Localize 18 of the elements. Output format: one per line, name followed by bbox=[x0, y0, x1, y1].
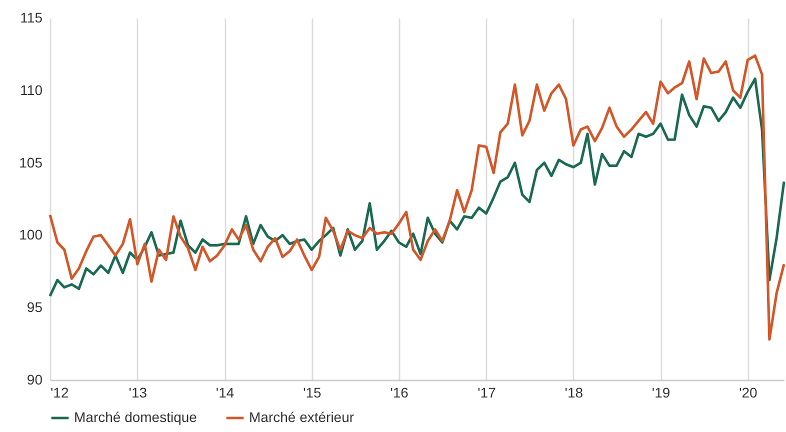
x-tick-label: '18 bbox=[564, 384, 584, 400]
y-tick-label: 90 bbox=[26, 372, 43, 388]
line-series bbox=[48, 54, 786, 341]
x-tick-label: '16 bbox=[390, 384, 409, 400]
x-tick-label: '19 bbox=[652, 384, 670, 400]
legend-label: Marché domestique bbox=[74, 409, 198, 425]
y-tick-label: 115 bbox=[20, 10, 43, 26]
x-tick-label: '20 bbox=[739, 384, 758, 400]
x-tick-label: '12 bbox=[50, 384, 69, 400]
x-tick-label: '17 bbox=[478, 384, 496, 400]
x-tick-label: '15 bbox=[303, 384, 322, 400]
x-tick-label: '14 bbox=[216, 384, 234, 400]
legend-label: Marché extérieur bbox=[249, 409, 354, 425]
x-tick-label: '13 bbox=[128, 384, 148, 400]
y-tick-label: 105 bbox=[19, 154, 43, 170]
y-tick-label: 110 bbox=[20, 82, 43, 98]
y-tick-label: 95 bbox=[26, 299, 43, 316]
y-tick-label: 100 bbox=[19, 226, 43, 243]
